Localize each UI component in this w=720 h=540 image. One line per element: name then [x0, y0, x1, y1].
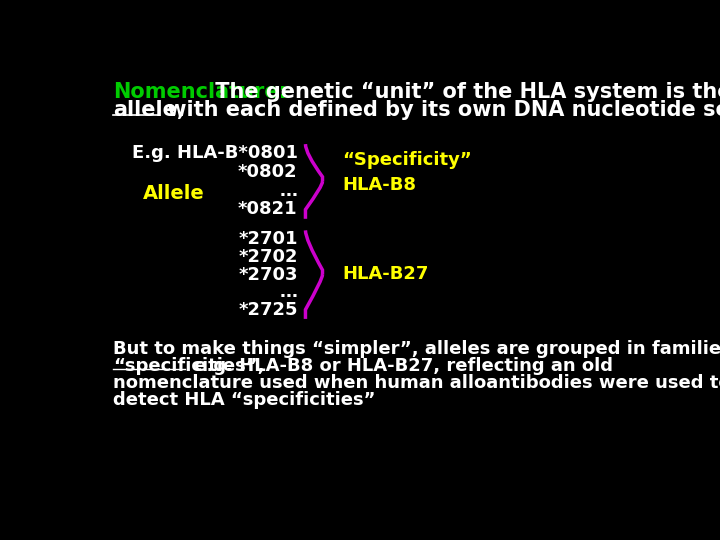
Text: *2703: *2703: [238, 266, 297, 284]
Text: Allele: Allele: [143, 184, 204, 203]
Text: *0821: *0821: [238, 200, 297, 218]
Text: e.g. HLA-B8 or HLA-B27, reflecting an old: e.g. HLA-B8 or HLA-B27, reflecting an ol…: [188, 357, 613, 375]
Text: *2702: *2702: [238, 248, 297, 266]
Text: allele,: allele,: [113, 100, 185, 120]
Text: The genetic “unit” of the HLA system is the: The genetic “unit” of the HLA system is …: [208, 82, 720, 102]
Text: HLA-B8: HLA-B8: [342, 177, 416, 194]
Text: …: …: [280, 284, 297, 301]
Text: *2725: *2725: [238, 301, 297, 319]
Text: detect HLA “specificities”: detect HLA “specificities”: [113, 392, 376, 409]
Text: But to make things “simpler”, alleles are grouped in families as: But to make things “simpler”, alleles ar…: [113, 340, 720, 359]
Text: Nomenclature:: Nomenclature:: [113, 82, 287, 102]
Text: HLA-B27: HLA-B27: [342, 265, 428, 283]
Text: *2701: *2701: [238, 231, 297, 248]
Text: *0802: *0802: [238, 164, 297, 181]
Text: with each defined by its own DNA nucleotide sequence: with each defined by its own DNA nucleot…: [160, 100, 720, 120]
Text: …: …: [280, 182, 297, 200]
Text: “specificities”,: “specificities”,: [113, 357, 265, 375]
Text: nomenclature used when human alloantibodies were used to first: nomenclature used when human alloantibod…: [113, 374, 720, 393]
Text: E.g. HLA-B*0801: E.g. HLA-B*0801: [132, 144, 297, 162]
Text: “Specificity”: “Specificity”: [342, 151, 472, 169]
